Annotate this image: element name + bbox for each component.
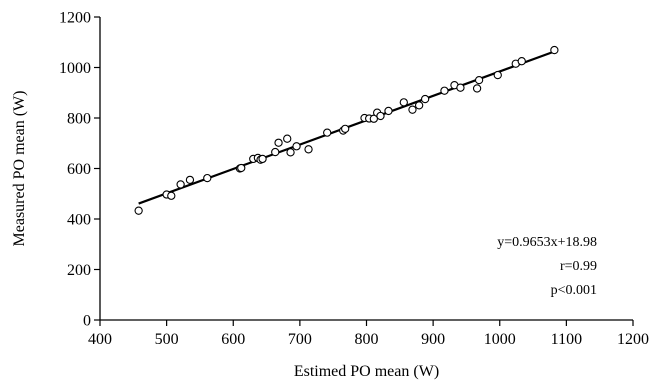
x-tick-label: 1100	[551, 331, 582, 348]
y-tick-label: 1200	[59, 10, 91, 27]
data-point	[493, 70, 502, 80]
data-point	[420, 94, 430, 104]
p-value: p<0.001	[551, 283, 597, 298]
data-point	[271, 147, 280, 157]
x-tick-label: 1200	[617, 331, 649, 348]
y-tick-label: 200	[67, 262, 91, 279]
x-tick-label: 500	[155, 331, 179, 348]
data-point	[203, 173, 212, 183]
data-point	[384, 106, 393, 116]
data-point	[399, 98, 408, 107]
data-point	[341, 124, 350, 134]
y-tick-label: 800	[67, 111, 91, 128]
data-point	[167, 191, 176, 200]
axes	[99, 17, 633, 321]
data-point	[440, 86, 449, 95]
data-point	[376, 111, 385, 121]
y-tick-label: 0	[83, 313, 91, 330]
data-point	[323, 128, 332, 137]
data-point	[517, 57, 526, 66]
data-point	[274, 138, 283, 147]
tick-group: 400 500 600 700 800 900 1000 1100 1200 0 200 400 600…	[59, 10, 649, 349]
data-point	[185, 175, 195, 185]
x-tick-label: 800	[355, 331, 379, 348]
correlation-coefficient: r=0.99	[560, 259, 597, 274]
data-point	[472, 84, 482, 93]
data-point	[550, 45, 559, 55]
data-point	[237, 163, 246, 173]
y-axis-title: Measured PO mean (W)	[11, 91, 28, 247]
data-point	[408, 105, 417, 114]
x-tick-label: 1000	[484, 331, 516, 348]
y-tick-label: 600	[67, 161, 91, 178]
data-point	[283, 134, 292, 143]
data-point	[134, 206, 143, 215]
data-point	[304, 145, 313, 154]
data-point	[414, 101, 424, 110]
data-point	[456, 83, 465, 92]
x-axis-title: Estimed PO mean (W)	[294, 363, 439, 380]
x-tick-label: 400	[88, 331, 112, 348]
data-point	[286, 148, 295, 157]
y-tick-label: 400	[67, 212, 91, 229]
data-point	[258, 154, 267, 164]
x-tick-label: 900	[421, 331, 445, 348]
y-tick-label: 1000	[59, 60, 91, 77]
data-point	[474, 75, 484, 85]
x-tick-label: 700	[288, 331, 312, 348]
x-tick-label: 600	[221, 331, 245, 348]
data-points	[134, 45, 559, 215]
data-point	[176, 180, 185, 189]
regression-equation: y=0.9653x+18.98	[497, 235, 597, 250]
data-point	[292, 142, 301, 151]
